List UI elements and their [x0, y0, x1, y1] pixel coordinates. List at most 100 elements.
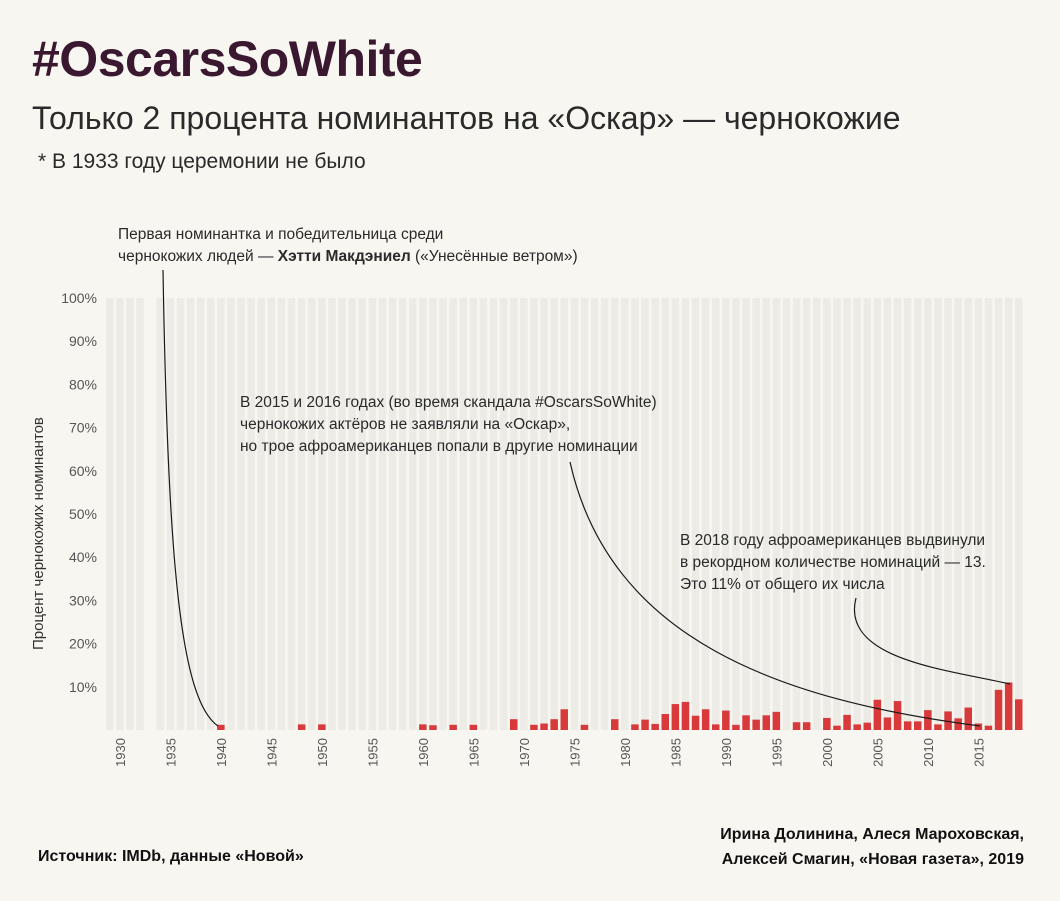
- data-bar: [873, 699, 882, 730]
- background-column: [530, 298, 538, 730]
- data-bar: [1015, 699, 1023, 730]
- background-column: [621, 298, 629, 730]
- x-tick-label: 1970: [517, 738, 532, 767]
- background-column: [419, 298, 427, 730]
- data-bar: [641, 719, 649, 730]
- background-column: [853, 298, 861, 730]
- page-subtitle: Только 2 процента номинантов на «Оскар» …: [32, 100, 901, 136]
- data-bar: [661, 714, 669, 730]
- background-column: [166, 298, 175, 730]
- data-bar: [701, 709, 710, 730]
- x-tick-label: 1940: [214, 738, 229, 767]
- background-column: [338, 298, 346, 730]
- background-column: [873, 298, 882, 730]
- annotation-scandal-line2: чернокожих актёров не заявляли на «Оскар…: [240, 416, 571, 433]
- data-bar: [792, 722, 801, 730]
- data-bar: [924, 710, 932, 730]
- page-title: #OscarsSoWhite: [32, 31, 423, 87]
- background-column: [277, 298, 286, 730]
- y-axis-ticks: 10% 20% 30% 40% 50% 60% 70% 80% 90% 100%: [61, 290, 97, 695]
- background-column: [388, 298, 397, 730]
- data-bar: [419, 724, 427, 730]
- background-column: [398, 298, 407, 730]
- background-column: [409, 298, 417, 730]
- background-column: [600, 298, 609, 730]
- background-column: [974, 298, 983, 730]
- y-tick-label: 10%: [69, 679, 97, 695]
- background-column: [802, 298, 811, 730]
- data-bar: [297, 724, 306, 730]
- data-bar: [722, 710, 730, 730]
- background-column: [126, 298, 134, 730]
- data-bar: [752, 719, 760, 730]
- background-column: [903, 298, 912, 730]
- data-bar: [217, 724, 225, 730]
- background-column: [176, 298, 185, 730]
- annotation-leader-lines: [162, 269, 1011, 727]
- data-bar: [651, 723, 659, 730]
- annotation-scandal-line3: но трое афроамериканцев попали в другие …: [240, 438, 638, 455]
- background-column: [712, 298, 720, 730]
- y-tick-label: 20%: [69, 636, 97, 652]
- y-tick-label: 50%: [69, 506, 97, 522]
- data-bar: [964, 707, 972, 730]
- background-column: [479, 298, 488, 730]
- y-tick-label: 80%: [69, 376, 97, 392]
- background-columns: [106, 298, 1023, 730]
- annotation-first-name: Хэтти Макдэниел: [277, 248, 411, 265]
- x-tick-label: 2010: [921, 738, 936, 767]
- data-bar: [893, 701, 902, 730]
- background-column: [722, 298, 730, 730]
- background-column: [792, 298, 801, 730]
- background-column: [116, 298, 124, 730]
- background-column: [944, 298, 952, 730]
- credits: Ирина Долинина, Алеся Мароховская, Алекс…: [720, 822, 1024, 872]
- background-column: [429, 298, 437, 730]
- data-bar: [560, 709, 568, 730]
- data-bar: [762, 715, 770, 730]
- background-column: [661, 298, 669, 730]
- background-column: [893, 298, 902, 730]
- data-bar: [691, 715, 700, 730]
- background-column: [207, 298, 215, 730]
- background-column: [106, 298, 114, 730]
- x-tick-label: 2005: [870, 738, 885, 767]
- background-column: [934, 298, 942, 730]
- x-tick-label: 1945: [264, 738, 279, 767]
- background-column: [297, 298, 306, 730]
- annotation-first-suffix: («Унесённые ветром»): [410, 248, 578, 265]
- background-column: [237, 298, 245, 730]
- data-bar: [449, 724, 457, 730]
- background-column: [196, 298, 205, 730]
- background-column: [318, 298, 326, 730]
- background-column: [631, 298, 639, 730]
- data-bar: [914, 721, 922, 730]
- background-column: [1015, 298, 1023, 730]
- x-tick-label: 1990: [719, 738, 734, 767]
- data-bar: [934, 724, 942, 730]
- background-column: [328, 298, 336, 730]
- annotation-first-prefix: чернокожих людей —: [118, 248, 278, 265]
- background-column: [459, 298, 467, 730]
- footnote-note: * В 1933 году церемонии не было: [38, 150, 366, 173]
- background-column: [681, 298, 690, 730]
- annotation-first-line2: чернокожих людей — Хэтти Макдэниел («Уне…: [118, 246, 578, 268]
- x-axis-ticks: 1930 1935 1940 1945 1950 1955 1960 1965 1970 1975…: [113, 738, 986, 767]
- y-tick-label: 60%: [69, 463, 97, 479]
- data-bar: [944, 711, 952, 730]
- data-bar: [742, 715, 750, 730]
- background-column: [378, 298, 387, 730]
- background-column: [752, 298, 760, 730]
- x-tick-label: 1995: [769, 738, 784, 767]
- background-column: [540, 298, 548, 730]
- data-bar: [883, 717, 892, 730]
- background-column: [348, 298, 356, 730]
- background-column: [267, 298, 276, 730]
- background-column: [762, 298, 770, 730]
- background-column: [954, 298, 962, 730]
- background-column: [247, 298, 255, 730]
- background-column: [984, 298, 993, 730]
- background-column: [308, 298, 316, 730]
- data-bar: [863, 722, 871, 730]
- data-bar: [984, 725, 993, 730]
